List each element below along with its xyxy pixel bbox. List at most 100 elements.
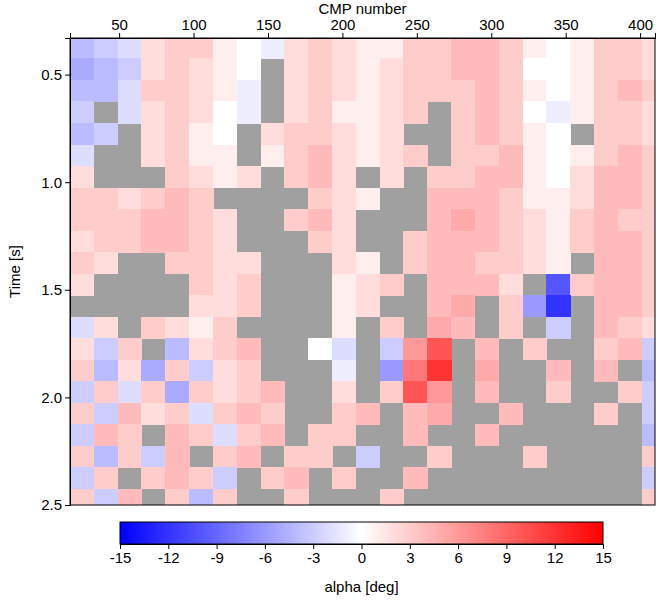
- heatmap-cell: [284, 80, 308, 102]
- tick-mark: [65, 290, 70, 291]
- heatmap-cell: [403, 360, 427, 382]
- heatmap-cell: [141, 209, 165, 231]
- heatmap-cell: [570, 188, 594, 210]
- heatmap-cell: [642, 424, 655, 446]
- tick-mark: [566, 33, 567, 38]
- heatmap-cell: [308, 231, 332, 253]
- heatmap-cell: [499, 295, 523, 317]
- heatmap-cell: [189, 360, 213, 382]
- heatmap-cell: [189, 80, 213, 102]
- heatmap-cell: [118, 403, 142, 425]
- heatmap-cell: [546, 274, 570, 296]
- heatmap-cell: [451, 123, 475, 145]
- heatmap-cell: [499, 145, 523, 167]
- heatmap-cell: [642, 295, 655, 317]
- heatmap-cell: [427, 317, 451, 339]
- heatmap-cell: [380, 317, 404, 339]
- heatmap-cell: [642, 58, 655, 80]
- heatmap-cell: [427, 381, 451, 403]
- tick-label: -3: [307, 549, 320, 566]
- heatmap-cell: [427, 231, 451, 253]
- tick-label: 100: [182, 16, 207, 33]
- colorbar-axis: -15-12-9-6-303691215: [110, 544, 612, 566]
- heatmap-cell: [475, 145, 499, 167]
- heatmap-cell: [618, 231, 642, 253]
- heatmap-cell: [94, 360, 118, 382]
- heatmap-cell: [70, 489, 94, 505]
- heatmap-cell: [546, 123, 570, 145]
- heatmap-cell: [213, 381, 237, 403]
- heatmap-cell: [403, 101, 427, 123]
- axis-line: [71, 33, 656, 39]
- heatmap-cell: [618, 295, 642, 317]
- heatmap-cell: [546, 360, 570, 382]
- heatmap-cell: [570, 38, 594, 59]
- heatmap-cell: [642, 381, 655, 403]
- tick: 50: [111, 16, 128, 38]
- heatmap-cell: [332, 231, 356, 253]
- heatmap-cell: [451, 145, 475, 167]
- heatmap-cell: [403, 338, 427, 360]
- heatmap-cell: [618, 317, 642, 339]
- heatmap-cell: [642, 403, 655, 425]
- heatmap-cell: [165, 145, 189, 167]
- heatmap-cell: [594, 295, 618, 317]
- heatmap-cell: [141, 145, 165, 167]
- heatmap-cell: [380, 101, 404, 123]
- heatmap-cell: [403, 58, 427, 80]
- heatmap-cell: [189, 338, 213, 360]
- tick-label: 200: [330, 16, 355, 33]
- heatmap-cell: [427, 188, 451, 210]
- heatmap-cell: [499, 80, 523, 102]
- heatmap-cell: [165, 360, 189, 382]
- heatmap-cell: [427, 274, 451, 296]
- tick-label: 400: [628, 16, 653, 33]
- heatmap-cell: [475, 80, 499, 102]
- heatmap-cell: [499, 403, 523, 425]
- heatmap-cell: [499, 123, 523, 145]
- heatmap-cell: [403, 467, 427, 489]
- heatmap-cell: [332, 188, 356, 210]
- heatmap-cell: [70, 145, 94, 167]
- heatmap-cell: [546, 252, 570, 274]
- heatmap-cell: [213, 446, 237, 468]
- x-axis: 50100150200250300350400: [71, 16, 656, 39]
- heatmap-cell: [284, 489, 308, 505]
- heatmap-cell: [165, 166, 189, 188]
- heatmap-cell: [332, 317, 356, 339]
- heatmap-cell: [70, 101, 94, 123]
- heatmap-cell: [427, 403, 451, 425]
- heatmap-cell: [642, 317, 655, 339]
- heatmap-cell: [118, 424, 142, 446]
- heatmap-cell: [189, 403, 213, 425]
- heatmap-cell: [427, 338, 451, 360]
- heatmap-cell: [141, 381, 165, 403]
- heatmap-cell: [332, 101, 356, 123]
- heatmap-cell: [70, 80, 94, 102]
- heatmap-cell: [213, 166, 237, 188]
- heatmap-cell: [618, 274, 642, 296]
- heatmap-cell: [451, 231, 475, 253]
- heatmap-cell: [94, 209, 118, 231]
- heatmap-cell: [332, 58, 356, 80]
- heatmap-cell: [70, 166, 94, 188]
- heatmap-cell: [642, 338, 655, 360]
- heatmap-cell: [141, 188, 165, 210]
- heatmap-cell: [284, 38, 308, 59]
- heatmap-cell: [237, 381, 261, 403]
- heatmap-cell: [308, 338, 332, 360]
- heatmap-cell: [141, 317, 165, 339]
- tick: 200: [330, 16, 355, 38]
- heatmap-cell: [642, 145, 655, 167]
- heatmap-cell: [380, 123, 404, 145]
- colorbar: [120, 522, 603, 544]
- heatmap-cell: [189, 295, 213, 317]
- heatmap-cell: [237, 446, 261, 468]
- heatmap-cell: [427, 209, 451, 231]
- heatmap-cell: [475, 252, 499, 274]
- heatmap-cell: [642, 80, 655, 102]
- heatmap-cell: [523, 123, 547, 145]
- heatmap-cell: [546, 80, 570, 102]
- heatmap-cell: [427, 166, 451, 188]
- heatmap-cell: [403, 80, 427, 102]
